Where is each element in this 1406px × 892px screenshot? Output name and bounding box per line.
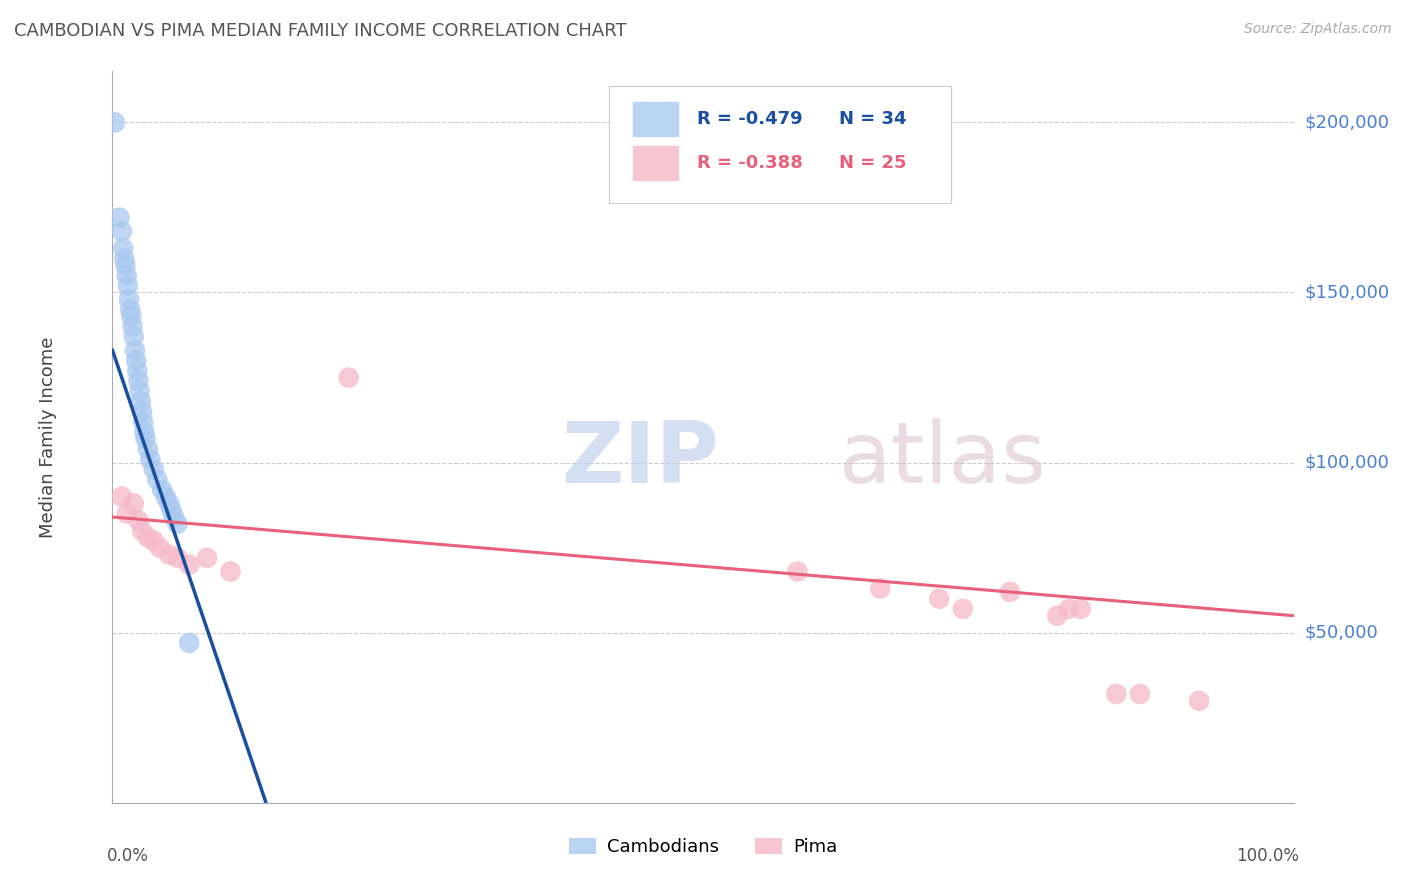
Point [122, 496, 145, 510]
Point [115, 507, 138, 521]
FancyBboxPatch shape [609, 86, 950, 203]
Point [179, 558, 201, 572]
Point [157, 496, 180, 510]
Point [166, 550, 188, 565]
Point [149, 541, 172, 555]
Point [128, 384, 150, 399]
Point [111, 490, 134, 504]
Text: $200,000: $200,000 [1305, 113, 1389, 131]
Point [163, 510, 186, 524]
Point [124, 343, 146, 358]
Text: CAMBODIAN VS PIMA MEDIAN FAMILY INCOME CORRELATION CHART: CAMBODIAN VS PIMA MEDIAN FAMILY INCOME C… [14, 22, 627, 40]
Point [127, 364, 149, 378]
Point [179, 636, 201, 650]
Legend: Cambodians, Pima: Cambodians, Pima [561, 830, 845, 863]
Point [136, 531, 159, 545]
Point [134, 425, 156, 439]
Point [219, 565, 242, 579]
Point [1070, 602, 1092, 616]
Text: Median Family Income: Median Family Income [38, 336, 56, 538]
Point [146, 473, 169, 487]
Point [998, 585, 1021, 599]
Point [166, 516, 188, 531]
Point [150, 483, 173, 497]
Point [127, 374, 149, 388]
Point [135, 432, 157, 446]
Point [125, 353, 148, 368]
Text: atlas: atlas [839, 417, 1047, 500]
Point [115, 268, 138, 283]
Point [120, 310, 142, 324]
Point [132, 415, 155, 429]
Text: Source: ZipAtlas.com: Source: ZipAtlas.com [1244, 22, 1392, 37]
Text: $50,000: $50,000 [1305, 624, 1378, 641]
Text: 0.0%: 0.0% [107, 847, 149, 864]
Point [121, 319, 143, 334]
Point [112, 241, 135, 255]
Point [111, 224, 134, 238]
Point [160, 503, 183, 517]
Point [129, 394, 152, 409]
Point [952, 602, 974, 616]
Point [142, 462, 165, 476]
Point [104, 115, 127, 129]
Point [120, 302, 142, 317]
Point [928, 591, 950, 606]
Point [114, 258, 136, 272]
Text: R = -0.479: R = -0.479 [697, 110, 803, 128]
Point [869, 582, 891, 596]
Point [117, 278, 139, 293]
Text: $150,000: $150,000 [1305, 284, 1389, 301]
Point [157, 548, 180, 562]
Point [155, 490, 177, 504]
Point [786, 565, 808, 579]
Point [108, 211, 131, 225]
Point [131, 524, 153, 538]
Text: ZIP: ZIP [561, 417, 718, 500]
Text: R = -0.388: R = -0.388 [697, 153, 803, 172]
Point [139, 452, 162, 467]
Text: $100,000: $100,000 [1305, 454, 1389, 472]
Point [118, 293, 141, 307]
Text: 100.0%: 100.0% [1236, 847, 1299, 864]
Point [131, 404, 153, 418]
Point [1105, 687, 1128, 701]
Point [1046, 608, 1069, 623]
Point [337, 370, 360, 384]
FancyBboxPatch shape [633, 101, 679, 137]
Point [195, 550, 218, 565]
Text: N = 25: N = 25 [839, 153, 907, 172]
Point [112, 252, 135, 266]
Point [1188, 694, 1211, 708]
Text: N = 34: N = 34 [839, 110, 907, 128]
Point [1129, 687, 1152, 701]
Point [1057, 602, 1080, 616]
Point [136, 442, 159, 456]
Point [122, 329, 145, 343]
Point [142, 533, 165, 548]
FancyBboxPatch shape [633, 145, 679, 181]
Point [127, 513, 149, 527]
